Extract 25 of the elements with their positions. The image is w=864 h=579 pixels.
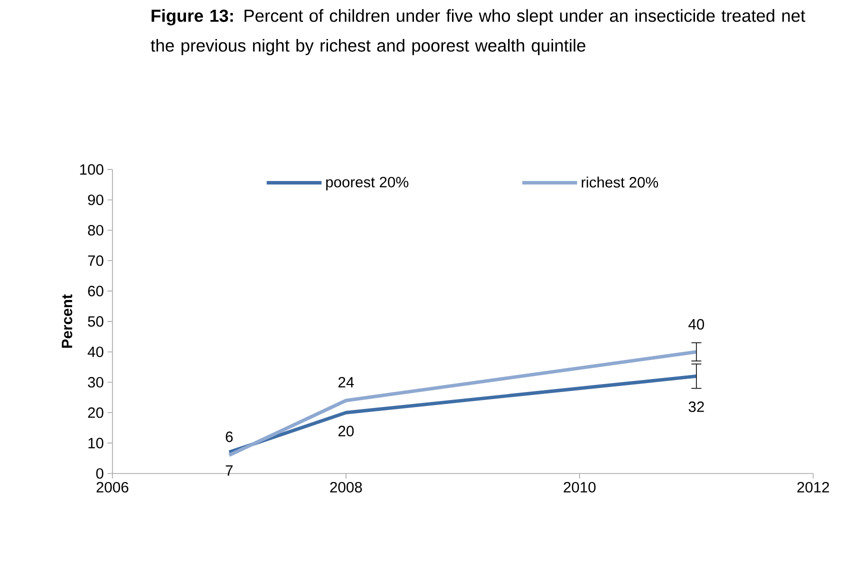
y-tick-label: 20 — [88, 407, 104, 418]
y-axis-title: Percent — [62, 294, 72, 348]
x-tick-label: 2010 — [564, 482, 596, 492]
x-tick-label: 2006 — [96, 482, 128, 492]
data-label: 40 — [688, 318, 704, 330]
y-tick-label: 40 — [88, 346, 104, 358]
x-tick-label: 2008 — [330, 482, 362, 492]
y-tick-label: 70 — [88, 255, 104, 266]
data-label: 7 — [226, 465, 233, 476]
y-tick-label: 90 — [88, 194, 104, 206]
legend-label: richest 20% — [582, 176, 658, 188]
y-tick-label: 0 — [96, 468, 104, 479]
data-label: 20 — [338, 426, 354, 436]
data-label: 6 — [226, 431, 233, 442]
y-tick-label: 60 — [88, 286, 104, 296]
y-tick-label: 80 — [88, 224, 104, 236]
y-tick-label: 30 — [88, 376, 104, 388]
legend-label: poorest 20% — [326, 176, 408, 190]
data-label: 32 — [688, 401, 704, 412]
chart-title: Figure 13: Percent of children under five who slept under an insecticide treated net the previous night by richest and poorest wealth quintile — [150, 9, 806, 56]
y-tick-label: 10 — [88, 438, 104, 448]
y-tick-label: 50 — [88, 316, 104, 327]
y-tick-label: 100 — [80, 164, 104, 175]
x-tick-label: 2012 — [797, 482, 829, 492]
data-label: 24 — [338, 376, 354, 388]
